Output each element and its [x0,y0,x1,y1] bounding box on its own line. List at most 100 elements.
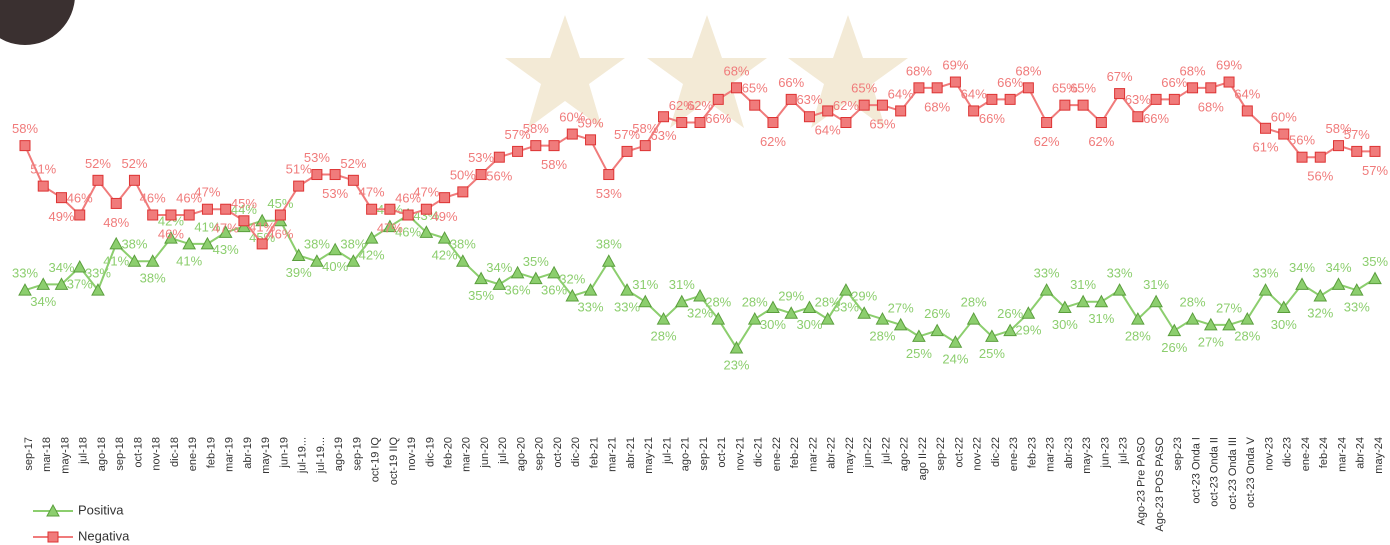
x-tick-label: ago-18 [96,437,108,471]
data-label: 57% [505,127,531,142]
marker [492,277,507,290]
x-tick-label: ago-21 [680,437,692,471]
data-label: 64% [961,86,987,101]
data-label: 28% [1234,329,1260,344]
data-label: 35% [523,254,549,269]
data-label: 51% [30,162,56,177]
x-tick-label: ago-20 [515,437,527,471]
data-label: 62% [760,134,786,149]
x-tick-label: sep-18 [114,437,126,471]
x-tick-label: sep-19 [351,437,363,471]
data-label: 51% [286,162,312,177]
data-label: 38% [450,237,476,252]
marker [822,105,834,117]
x-tick-label: nov-18 [151,437,163,471]
x-tick-label: oct-19 IQ [370,437,382,483]
data-label: 66% [778,75,804,90]
data-label: 47% [377,221,403,236]
marker [512,145,524,157]
data-label: 68% [723,63,749,78]
marker [729,340,744,354]
data-label: 41% [249,219,275,234]
x-tick-label: sep-17 [23,437,35,471]
x-tick-label: nov-21 [734,437,746,471]
x-tick-label: Ago-23 Pre PASO [1136,437,1148,526]
marker [785,93,797,105]
x-tick-label: may-18 [59,437,71,474]
marker [183,209,195,221]
data-label: 47% [213,221,239,236]
marker [1058,300,1072,313]
x-tick-label: jun-20 [479,437,491,469]
x-tick-label: oct-20 [552,437,564,468]
marker [37,180,49,192]
marker [1240,312,1255,325]
data-label: 35% [1362,254,1388,269]
data-label: 27% [1198,334,1224,349]
data-label: 69% [942,57,968,72]
marker [1258,283,1273,296]
marker [528,271,543,285]
marker [1187,82,1199,94]
data-label: 47% [194,185,220,200]
data-label: 40% [322,259,348,274]
data-label: 66% [997,75,1023,90]
marker [601,254,616,267]
x-tick-label: jul-21 [661,437,673,465]
data-label: 65% [742,81,768,96]
data-label: 38% [121,237,147,252]
marker [585,134,597,146]
marker [200,236,215,250]
marker [565,288,580,302]
marker [674,294,689,308]
marker [986,93,998,105]
x-tick-label: mar-21 [607,437,619,472]
marker [457,186,469,198]
marker [1351,145,1363,157]
marker [1077,99,1089,111]
marker [858,99,870,111]
x-tick-label: jul-22 [880,437,892,465]
data-label: 33% [85,266,111,281]
marker [656,312,671,325]
data-label: 68% [1180,63,1206,78]
marker [1203,317,1218,331]
data-label: 24% [942,352,968,367]
x-tick-label: feb-21 [588,437,600,468]
data-label: 42% [432,248,458,263]
data-label: 33% [1034,266,1060,281]
data-label: 58% [632,121,658,136]
data-label: 28% [650,329,676,344]
data-label: 28% [961,295,987,310]
marker [110,197,122,209]
data-label: 36% [541,282,567,297]
series: 33%34%34%37%33%41%38%38%42%41%41%43%44%4… [12,196,1388,372]
x-tick-label: abr-19 [242,437,254,469]
data-label: 63% [650,128,676,143]
data-label: 66% [979,111,1005,126]
data-label: 64% [888,86,914,101]
data-label: 62% [1088,134,1114,149]
data-label: 42% [359,248,385,263]
marker [1149,294,1163,308]
marker [1167,323,1182,337]
data-label: 45% [267,196,293,211]
marker [676,117,688,128]
marker [402,209,414,221]
data-label: 28% [742,295,768,310]
x-tick-label: ago-22 [899,437,911,471]
data-label: 65% [1070,81,1096,96]
marker [802,300,817,313]
marker [1276,300,1291,313]
data-label: 31% [669,277,695,292]
data-label: 63% [796,92,822,107]
x-tick-label: ene-24 [1300,437,1312,471]
data-label: 32% [1307,305,1333,320]
data-label: 53% [468,150,494,165]
marker [949,76,961,88]
marker [220,203,232,215]
data-label: 33% [12,266,38,281]
marker [238,215,250,227]
data-label: 23% [723,357,749,372]
data-label: 48% [103,215,129,230]
